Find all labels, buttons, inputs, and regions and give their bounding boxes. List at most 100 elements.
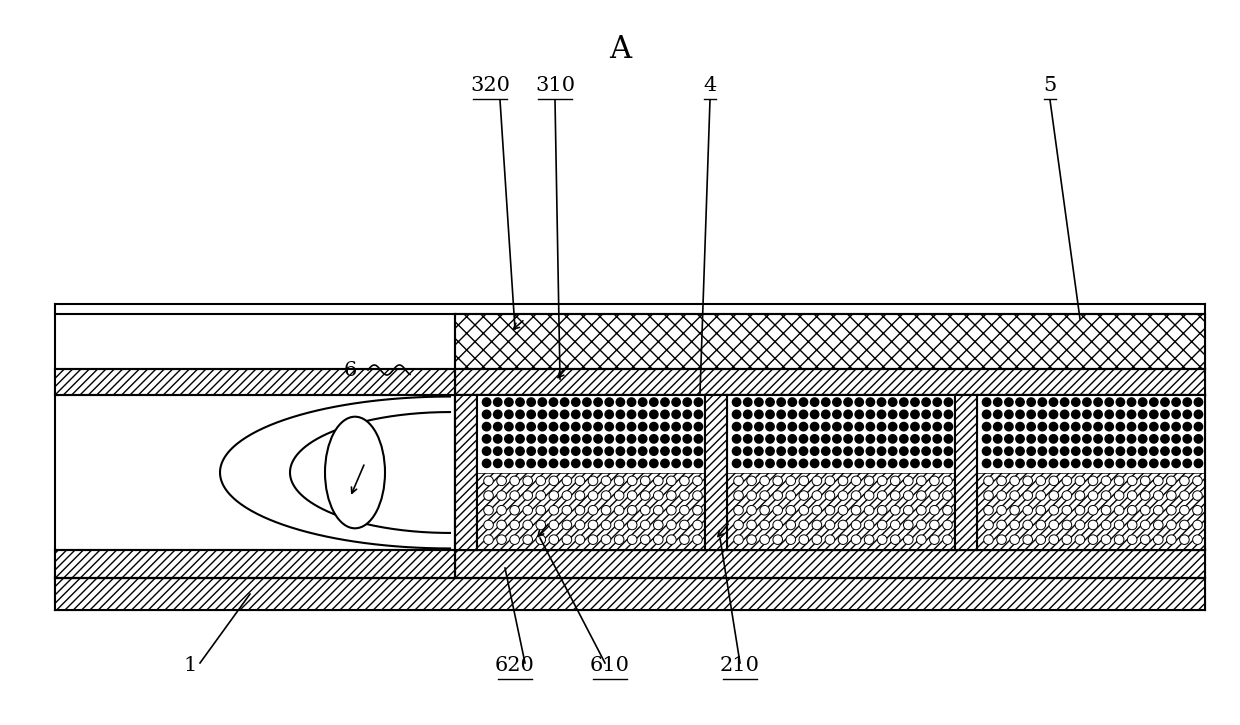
Bar [477,395,706,550]
Circle shape [1049,459,1058,468]
Circle shape [786,491,796,500]
Circle shape [746,491,756,500]
Circle shape [766,459,774,468]
Circle shape [680,491,689,500]
Circle shape [1063,491,1071,500]
Circle shape [932,459,941,468]
Circle shape [1183,459,1192,468]
Bar [727,395,955,550]
Circle shape [683,410,692,418]
Circle shape [983,505,993,515]
Circle shape [484,505,494,515]
Circle shape [549,423,558,431]
Circle shape [786,520,796,530]
Circle shape [997,505,1007,515]
Circle shape [1138,459,1147,468]
Circle shape [864,535,874,544]
Circle shape [921,398,930,406]
Circle shape [746,476,756,486]
Circle shape [812,520,822,530]
Circle shape [1138,435,1147,443]
Circle shape [616,435,625,443]
Circle shape [921,459,930,468]
Circle shape [1038,459,1047,468]
Circle shape [601,520,611,530]
Circle shape [484,476,494,486]
Bar [455,550,1205,578]
Circle shape [1035,535,1045,544]
Text: 320: 320 [470,76,510,95]
Circle shape [1075,476,1085,486]
Bar [455,395,477,550]
Circle shape [932,423,941,431]
Circle shape [1116,423,1125,431]
Circle shape [627,447,636,455]
Circle shape [1038,398,1047,406]
Circle shape [942,476,952,486]
Circle shape [744,410,751,418]
Circle shape [605,410,614,418]
Circle shape [653,476,663,486]
Circle shape [653,505,663,515]
Circle shape [497,491,506,500]
Circle shape [993,410,1002,418]
Circle shape [932,435,941,443]
Circle shape [536,520,546,530]
Circle shape [484,520,494,530]
Circle shape [997,491,1007,500]
Circle shape [825,505,835,515]
Circle shape [588,505,598,515]
Circle shape [900,410,908,418]
Circle shape [983,476,993,486]
Circle shape [1167,520,1177,530]
Circle shape [856,459,863,468]
Circle shape [616,423,625,431]
Text: 310: 310 [534,76,575,95]
Bar [977,395,1205,550]
Circle shape [639,398,647,406]
Circle shape [516,410,525,418]
Circle shape [930,476,939,486]
Circle shape [562,520,572,530]
Circle shape [982,435,991,443]
Circle shape [789,398,796,406]
Circle shape [1027,398,1035,406]
Circle shape [1035,520,1045,530]
Circle shape [1094,459,1102,468]
Circle shape [614,520,624,530]
Circle shape [536,505,546,515]
Circle shape [1127,535,1137,544]
Circle shape [812,535,822,544]
Circle shape [549,535,559,544]
Circle shape [1060,435,1069,443]
Circle shape [1035,491,1045,500]
Circle shape [1115,520,1123,530]
Circle shape [1141,535,1149,544]
Circle shape [527,398,536,406]
Circle shape [856,398,863,406]
Circle shape [1172,447,1180,455]
Circle shape [833,398,841,406]
Circle shape [494,410,502,418]
Circle shape [1004,410,1013,418]
Circle shape [1194,435,1203,443]
Circle shape [1063,476,1071,486]
Circle shape [640,505,650,515]
Circle shape [773,520,782,530]
Circle shape [661,423,670,431]
Circle shape [1023,535,1033,544]
Circle shape [993,459,1002,468]
Circle shape [825,520,835,530]
Circle shape [650,447,658,455]
Circle shape [878,459,885,468]
Circle shape [1071,423,1080,431]
Circle shape [510,476,520,486]
Circle shape [627,398,636,406]
Circle shape [1063,535,1071,544]
Circle shape [627,435,636,443]
Circle shape [890,476,900,486]
Circle shape [494,435,502,443]
Circle shape [1075,535,1085,544]
Circle shape [867,447,874,455]
Circle shape [833,435,841,443]
